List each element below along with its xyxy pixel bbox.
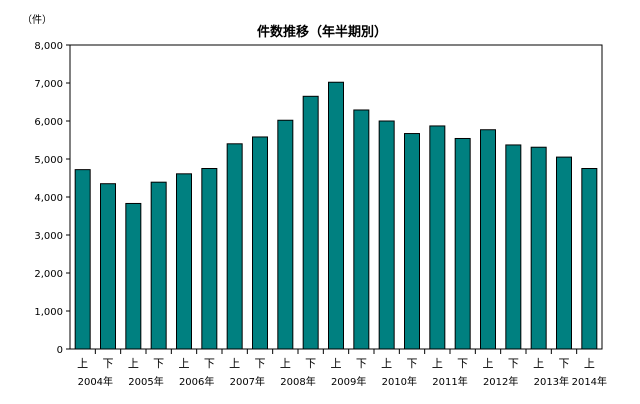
y-tick-label: 1,000	[34, 307, 63, 318]
x-half-label: 下	[204, 357, 215, 370]
x-year-label: 2004年	[78, 375, 113, 388]
bar	[226, 143, 243, 350]
bar	[530, 146, 547, 350]
x-half-label: 下	[153, 357, 164, 370]
y-tick-label: 4,000	[34, 193, 63, 204]
bar	[150, 181, 167, 350]
x-year-label: 2014年	[572, 375, 607, 388]
bar	[404, 133, 420, 350]
bar	[201, 168, 218, 350]
x-year-label: 2009年	[331, 375, 366, 388]
x-year-label: 2011年	[432, 375, 467, 388]
x-half-label: 上	[331, 357, 342, 370]
bar	[429, 125, 446, 350]
y-tick-label: 2,000	[34, 269, 63, 280]
x-half-label: 下	[457, 357, 468, 370]
x-year-label: 2012年	[483, 375, 518, 388]
x-half-label: 上	[128, 357, 139, 370]
bar	[505, 144, 522, 350]
labels-group: 0 1,000 2,000 3,000 4,000 5,000 6,000 7,000 8,00…	[34, 41, 607, 388]
y-tick-label: 3,000	[34, 231, 63, 242]
bar	[328, 81, 344, 350]
y-axis-unit-label: （件）	[22, 14, 52, 26]
x-half-label: 上	[381, 357, 392, 370]
y-tick-label: 8,000	[34, 41, 63, 52]
bar	[581, 168, 598, 350]
x-year-label: 2006年	[179, 375, 214, 388]
x-half-label: 上	[483, 357, 494, 370]
bar	[378, 120, 395, 350]
bar	[302, 95, 319, 350]
x-year-label: 2007年	[230, 375, 265, 388]
bar	[125, 202, 142, 350]
x-year-label: 2010年	[382, 375, 417, 388]
bar	[454, 137, 471, 350]
x-half-label: 下	[356, 357, 367, 370]
x-half-label: 上	[584, 357, 595, 370]
x-half-label: 上	[179, 357, 190, 370]
bar	[277, 119, 294, 350]
bars-group	[74, 81, 598, 350]
y-tick-label: 0	[57, 345, 63, 356]
bar	[252, 136, 268, 350]
bar	[176, 173, 192, 350]
bar	[74, 169, 91, 350]
x-half-label: 上	[432, 357, 443, 370]
chart-title: 件数推移（年半期別）	[257, 24, 387, 40]
x-half-label: 下	[103, 357, 114, 370]
x-half-label: 下	[508, 357, 519, 370]
x-half-label: 下	[255, 357, 266, 370]
bar	[353, 109, 370, 350]
bar	[100, 183, 116, 350]
x-half-label: 下	[407, 357, 418, 370]
bar	[556, 156, 572, 350]
x-year-label: 2005年	[128, 375, 163, 388]
x-half-label: 下	[559, 357, 570, 370]
x-half-label: 上	[229, 357, 240, 370]
x-half-label: 下	[305, 357, 316, 370]
x-half-label: 上	[77, 357, 88, 370]
y-tick-label: 7,000	[34, 79, 63, 90]
bar	[480, 129, 496, 350]
x-year-label: 2013年	[534, 375, 569, 388]
x-half-label: 上	[280, 357, 291, 370]
x-year-label: 2008年	[280, 375, 315, 388]
y-tick-label: 5,000	[34, 155, 63, 166]
x-half-label: 上	[533, 357, 544, 370]
axes-group	[66, 44, 603, 354]
y-tick-label: 6,000	[34, 117, 63, 128]
